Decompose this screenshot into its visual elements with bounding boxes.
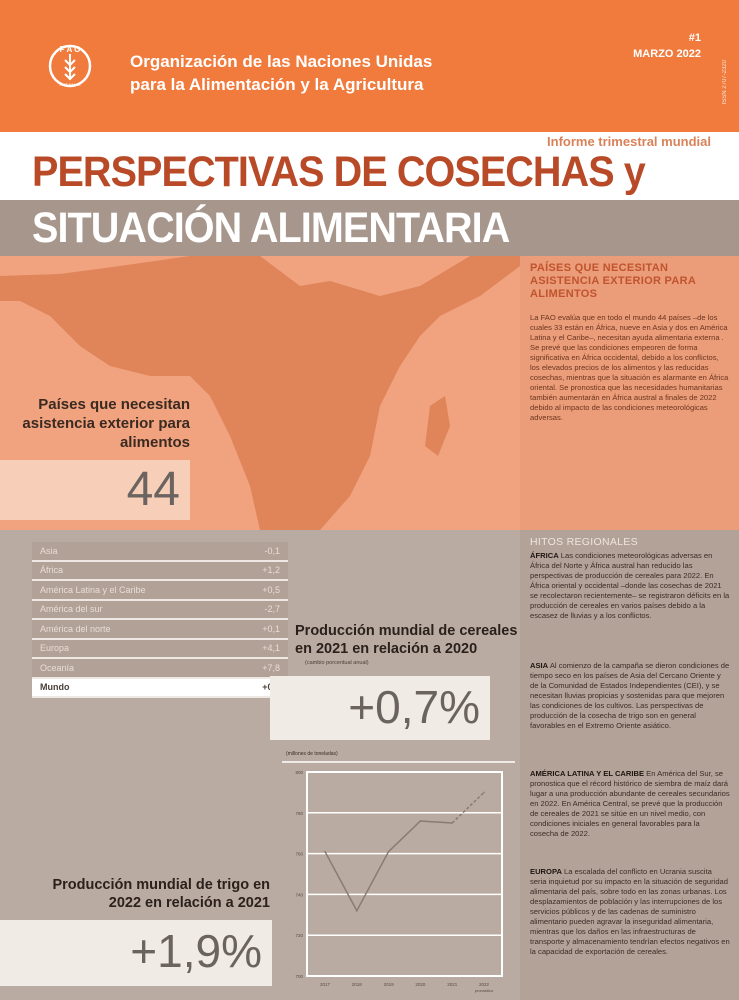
issue-info: #1 MARZO 2022 — [633, 30, 701, 62]
region-text: Al comienzo de la campaña se dieron cond… — [530, 661, 730, 730]
table-row: Oceanía +7,8 — [32, 659, 288, 679]
y-tick-label: 760 — [295, 852, 303, 857]
y-tick-label: 800 — [295, 770, 303, 775]
fao-logo: F A O FIAT PANIS — [48, 44, 92, 88]
x-tick-label: 2022 — [479, 982, 490, 987]
issn: ISSN 2707-2320 — [722, 60, 728, 105]
y-axis-label: (millones de toneladas) — [286, 751, 338, 757]
value: +7,8 — [262, 662, 280, 673]
highlight-latin-america: AMÉRICA LATINA Y EL CARIBE En América de… — [530, 769, 730, 839]
assistance-heading: PAÍSES QUE NECESITAN ASISTENCIA EXTERIOR… — [530, 262, 696, 300]
region: África — [40, 565, 64, 576]
data-point — [324, 850, 326, 853]
svg-text:F A O: F A O — [60, 45, 81, 54]
table-row-world: Mundo+0,7 — [32, 678, 288, 698]
report-subtitle: Informe trimestral mundial — [547, 134, 711, 149]
cereal-value-box — [270, 676, 490, 740]
title-line-2: SITUACIÓN ALIMENTARIA — [32, 204, 510, 252]
region-name: ASIA — [530, 661, 549, 670]
value: -0,1 — [264, 545, 280, 556]
region: Asia — [40, 545, 58, 556]
table-row: América del norte +0,1 — [32, 620, 288, 640]
cereal-change-table: Asia -0,1 África +1,2 América Latina y el … — [32, 542, 288, 698]
region: América del sur — [40, 604, 103, 615]
org-line-1: Organización de las Naciones Unidas — [130, 52, 433, 71]
series-line — [324, 820, 453, 913]
value: +1,2 — [262, 565, 280, 576]
wheat-value: +1,9% — [130, 925, 262, 977]
table-row: Asia -0,1 — [32, 542, 288, 562]
region: América del norte — [40, 623, 111, 634]
region: América Latina y el Caribe — [40, 584, 146, 595]
x-tick-label: 2017 — [320, 982, 331, 987]
assistance-count: 44 — [126, 463, 180, 516]
region: Europa — [40, 643, 70, 654]
regional-highlights-panel — [520, 530, 739, 1000]
assistance-count-box — [0, 460, 190, 520]
cereal-title: Producción mundial de cereales en 2021 e… — [295, 623, 518, 657]
region-text: La escalada del conflicto en Ucrania sus… — [530, 867, 730, 956]
highlight-asia: ASIA Al comienzo de la campaña se dieron… — [530, 661, 730, 731]
org-line-2: para la Alimentación y la Agricultura — [130, 75, 424, 94]
title-line-1: PERSPECTIVAS DE COSECHAS y — [32, 148, 646, 196]
issue-number: #1 — [688, 32, 701, 44]
wheat-title: Producción mundial de trigo en 2022 en r… — [52, 877, 270, 911]
y-tick-label: 740 — [295, 892, 303, 897]
regional-highlights-heading: HITOS REGIONALES — [530, 536, 638, 548]
title-band — [0, 132, 739, 200]
wheat-value-box — [0, 920, 272, 986]
highlight-africa: ÁFRICA Las condiciones meteorológicas ad… — [530, 551, 730, 621]
x-tick-label: 2018 — [352, 982, 363, 987]
x-tick-label: 2019 — [384, 982, 395, 987]
assistance-text: La FAO evalúa que en todo el mundo 44 pa… — [530, 313, 729, 422]
value: +4,1 — [262, 643, 280, 654]
data-point — [419, 820, 422, 822]
x-tick-label: 2021 — [447, 982, 458, 987]
region-name: ÁFRICA — [530, 551, 559, 560]
forecast-line — [451, 791, 485, 824]
x-tick-label: 2020 — [415, 982, 426, 987]
region-text: En América del Sur, se pronostica que el… — [530, 769, 730, 838]
organization-name: Organización de las Naciones Unidas para … — [130, 50, 432, 96]
table-row: África +1,2 — [32, 561, 288, 581]
y-tick-label: 720 — [295, 933, 303, 938]
cereal-value: +0,7% — [348, 681, 480, 733]
africa-map — [0, 256, 520, 530]
region-text: Las condiciones meteorológicas adversas … — [530, 551, 730, 620]
value: +0,1 — [262, 623, 280, 634]
value: +0,5 — [262, 584, 280, 595]
title-band-gray — [0, 200, 739, 256]
y-tick-label: 780 — [295, 811, 303, 816]
region: Mundo — [40, 682, 70, 693]
data-point — [451, 822, 453, 824]
data-point — [483, 791, 485, 794]
wheat-chart: (millones de toneladas) 700 720 740 760 780 8… — [282, 751, 515, 993]
table-row: América del sur -2,7 — [32, 600, 288, 620]
assistance-panel — [520, 256, 739, 530]
table-row: América Latina y el Caribe +0,5 — [32, 581, 288, 601]
header-band — [0, 0, 739, 132]
highlight-europe: EUROPA La escalada del conflicto en Ucra… — [530, 867, 730, 957]
svg-text:FIAT PANIS: FIAT PANIS — [59, 82, 80, 87]
assistance-label: Países que necesitan asistencia exterior… — [22, 396, 190, 451]
value: -2,7 — [264, 604, 280, 615]
data-point — [387, 850, 390, 853]
region-name: EUROPA — [530, 867, 562, 876]
cereal-note: (cambio porcentual anual) — [305, 660, 369, 666]
region: Oceanía — [40, 662, 75, 673]
data-point — [356, 909, 358, 912]
table-row: Europa +4,1 — [32, 639, 288, 659]
issue-date: MARZO 2022 — [633, 48, 701, 60]
region-name: AMÉRICA LATINA Y EL CARIBE — [530, 769, 645, 778]
x-note: pronóstico — [475, 988, 494, 993]
y-tick-label: 700 — [295, 974, 303, 979]
